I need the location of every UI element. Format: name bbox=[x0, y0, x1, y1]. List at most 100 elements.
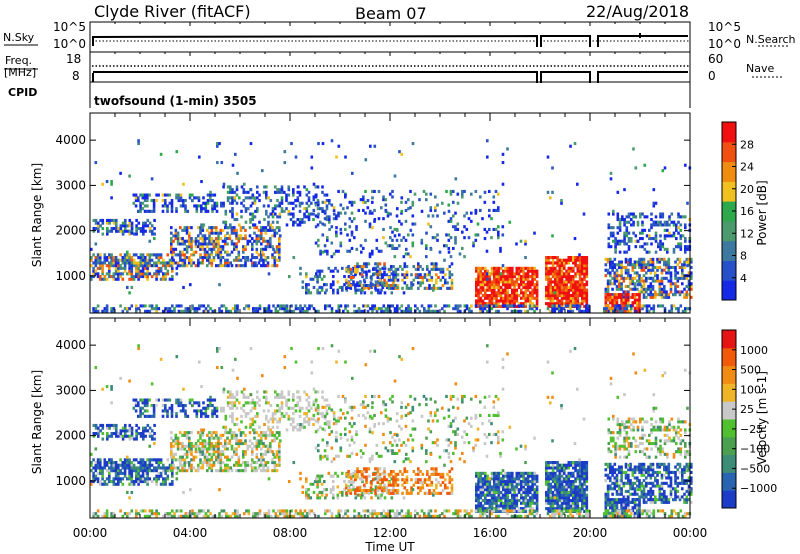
data-cell bbox=[354, 291, 358, 295]
data-cell bbox=[239, 228, 243, 232]
data-cell bbox=[479, 280, 483, 284]
data-cell bbox=[551, 302, 555, 306]
data-cell bbox=[217, 231, 220, 235]
data-cell bbox=[315, 309, 318, 313]
data-cell bbox=[354, 270, 357, 274]
data-cell bbox=[633, 298, 637, 302]
data-cell bbox=[183, 261, 187, 265]
data-cell bbox=[255, 237, 259, 241]
data-cell bbox=[233, 218, 237, 222]
data-cell bbox=[365, 285, 369, 289]
data-cell bbox=[468, 309, 471, 313]
data-cell bbox=[624, 265, 628, 269]
data-cell bbox=[236, 309, 239, 313]
data-cell bbox=[391, 189, 394, 193]
data-cell bbox=[678, 257, 682, 261]
data-cell bbox=[493, 291, 496, 295]
data-cell bbox=[334, 266, 337, 270]
data-cell bbox=[126, 285, 129, 289]
data-cell bbox=[110, 309, 113, 313]
data-cell bbox=[319, 412, 322, 416]
data-cell bbox=[200, 414, 203, 418]
data-cell bbox=[221, 264, 225, 268]
data-cell bbox=[515, 272, 519, 276]
data-cell bbox=[632, 231, 635, 235]
data-cell bbox=[621, 309, 624, 313]
data-cell bbox=[365, 265, 368, 269]
data-cell bbox=[115, 221, 118, 225]
data-cell bbox=[401, 286, 404, 290]
data-cell bbox=[337, 249, 340, 253]
data-cell bbox=[212, 242, 216, 246]
data-cell bbox=[452, 246, 455, 250]
data-cell bbox=[336, 493, 340, 497]
data-cell bbox=[607, 212, 611, 216]
data-cell bbox=[264, 264, 268, 268]
data-cell bbox=[394, 267, 398, 271]
data-cell bbox=[506, 266, 510, 270]
data-cell bbox=[354, 478, 357, 482]
data-cell bbox=[364, 189, 367, 193]
data-cell bbox=[611, 276, 614, 280]
data-cell bbox=[651, 276, 655, 280]
data-cell bbox=[226, 258, 229, 262]
data-cell bbox=[265, 185, 268, 189]
data-cell bbox=[477, 302, 480, 306]
data-cell bbox=[574, 272, 577, 276]
data-cell bbox=[506, 302, 510, 306]
data-cell bbox=[185, 250, 189, 254]
data-cell bbox=[117, 261, 120, 265]
data-cell bbox=[183, 228, 187, 232]
data-cell bbox=[96, 480, 100, 484]
data-cell bbox=[497, 283, 501, 287]
data-cell bbox=[354, 493, 358, 497]
data-cell bbox=[569, 288, 573, 292]
data-cell bbox=[275, 450, 279, 454]
data-cell bbox=[299, 309, 302, 313]
data-cell bbox=[185, 256, 189, 260]
data-cell bbox=[157, 272, 161, 276]
data-cell bbox=[403, 281, 407, 285]
data-cell bbox=[123, 463, 127, 467]
data-cell bbox=[249, 188, 253, 192]
data-cell bbox=[439, 267, 443, 271]
data-cell bbox=[508, 275, 512, 279]
data-cell bbox=[450, 262, 454, 266]
data-cell bbox=[210, 466, 214, 470]
data-cell bbox=[166, 269, 170, 273]
data-cell bbox=[513, 302, 516, 306]
data-cell bbox=[622, 295, 626, 299]
data-cell bbox=[312, 208, 316, 212]
data-cell bbox=[235, 423, 239, 427]
data-cell bbox=[226, 447, 229, 451]
data-cell bbox=[128, 266, 131, 270]
data-cell bbox=[669, 265, 673, 269]
data-cell bbox=[197, 239, 200, 243]
data-cell bbox=[345, 486, 348, 490]
data-cell bbox=[472, 244, 475, 248]
data-cell bbox=[360, 489, 364, 493]
data-cell bbox=[400, 211, 403, 215]
data-cell bbox=[360, 470, 364, 474]
data-cell bbox=[504, 285, 507, 289]
data-cell bbox=[278, 226, 281, 230]
data-cell bbox=[305, 420, 309, 424]
data-cell bbox=[162, 275, 165, 279]
data-cell bbox=[356, 281, 359, 285]
data-cell bbox=[320, 269, 324, 273]
data-cell bbox=[395, 214, 399, 218]
data-cell bbox=[208, 458, 211, 462]
data-cell bbox=[139, 466, 143, 470]
data-cell bbox=[690, 282, 693, 286]
data-cell bbox=[533, 283, 537, 287]
data-cell bbox=[143, 398, 147, 402]
data-cell bbox=[235, 231, 238, 235]
data-cell bbox=[215, 444, 218, 448]
data-cell bbox=[556, 277, 559, 281]
data-cell bbox=[665, 271, 668, 275]
data-cell bbox=[222, 406, 225, 410]
data-cell bbox=[253, 406, 257, 410]
data-cell bbox=[264, 247, 268, 251]
data-cell bbox=[170, 412, 174, 416]
data-cell bbox=[188, 242, 191, 246]
